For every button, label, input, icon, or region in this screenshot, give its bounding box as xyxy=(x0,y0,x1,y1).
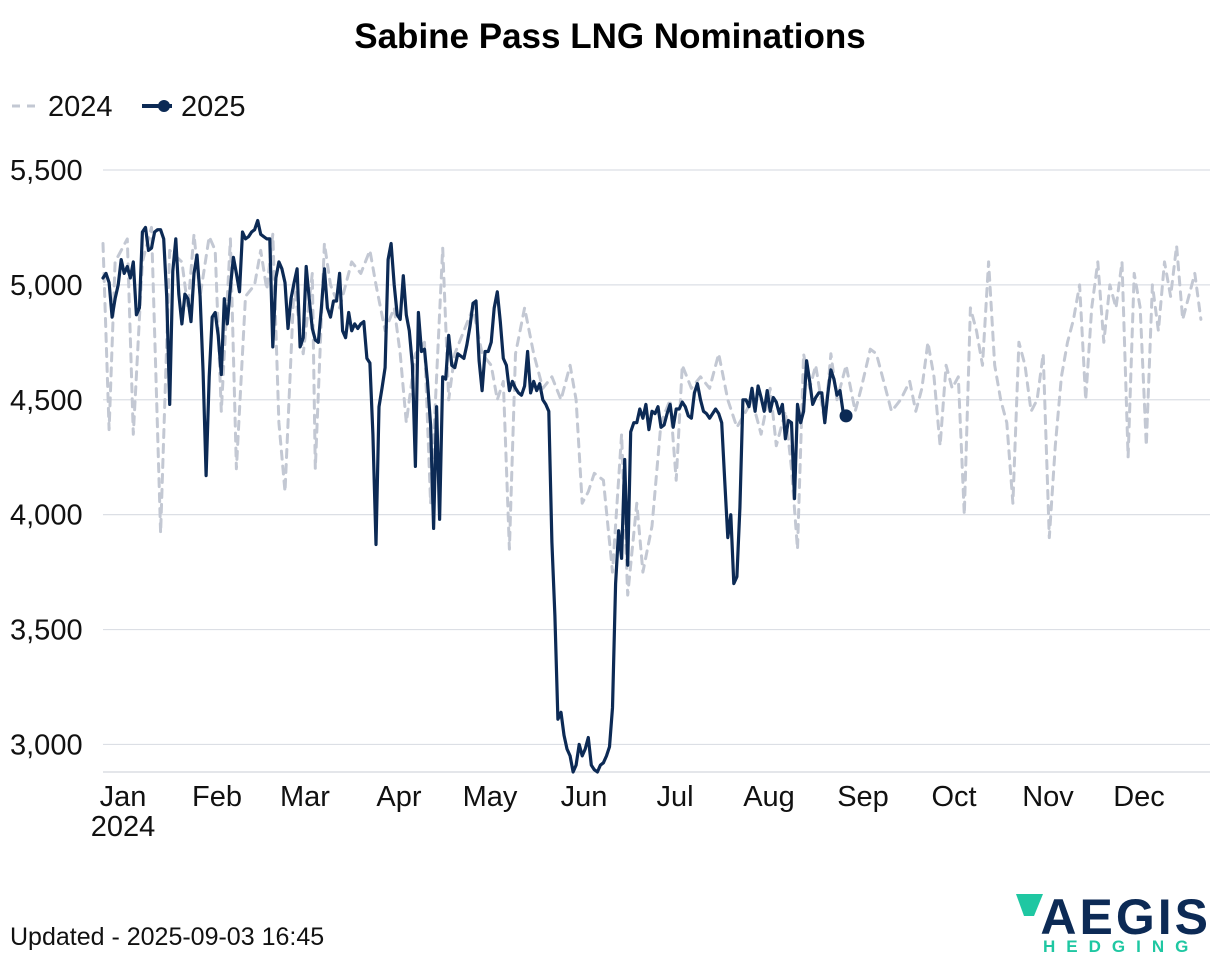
x-tick-label-nov: Nov xyxy=(1022,781,1074,813)
x-axis: Jan Feb Mar Apr May Jun Jul Aug Sep Oct Nov Dec xyxy=(100,771,1210,813)
legend-item-2025: 2025 xyxy=(142,91,246,123)
y-axis: 3,000 3,500 4,000 4,500 5,000 5,500 xyxy=(10,155,83,761)
plot-area xyxy=(101,218,1203,774)
logo-accent-mark xyxy=(1016,894,1043,916)
logo-subtitle: HEDGING xyxy=(1043,937,1199,956)
logo-wordmark: AEGIS xyxy=(1040,889,1211,945)
x-tick-label-jun: Jun xyxy=(561,781,608,813)
series-line-2024 xyxy=(101,225,1203,597)
y-tick-label-3000: 3,000 xyxy=(10,729,83,761)
x-tick-label-jul: Jul xyxy=(656,781,693,813)
updated-timestamp: Updated - 2025-09-03 16:45 xyxy=(10,923,324,951)
x-tick-label-feb: Feb xyxy=(192,781,242,813)
y-tick-label-3500: 3,500 xyxy=(10,615,83,647)
x-tick-label-jan: Jan xyxy=(100,781,147,813)
x-tick-label-apr: Apr xyxy=(376,781,421,813)
chart-title: Sabine Pass LNG Nominations xyxy=(354,17,866,56)
series-line-2025 xyxy=(101,218,848,774)
legend: 2024 2025 xyxy=(12,91,246,123)
y-tick-label-5500: 5,500 xyxy=(10,155,83,187)
legend-label-2024: 2024 xyxy=(48,91,113,123)
x-tick-label-mar: Mar xyxy=(280,781,330,813)
end-marker-2025 xyxy=(839,409,853,423)
legend-dot-2025 xyxy=(158,100,170,112)
y-tick-label-4500: 4,500 xyxy=(10,385,83,417)
x-tick-label-sep: Sep xyxy=(837,781,889,813)
y-tick-label-5000: 5,000 xyxy=(10,270,83,302)
legend-label-2025: 2025 xyxy=(181,91,246,123)
aegis-logo: AEGIS HEDGING xyxy=(1016,889,1211,956)
x-tick-label-may: May xyxy=(463,781,518,813)
x-axis-year-label: 2024 xyxy=(91,811,156,843)
gridlines xyxy=(103,169,1210,746)
x-tick-label-dec: Dec xyxy=(1113,781,1165,813)
x-tick-label-oct: Oct xyxy=(931,781,976,813)
x-tick-label-aug: Aug xyxy=(743,781,795,813)
y-tick-label-4000: 4,000 xyxy=(10,500,83,532)
legend-item-2024: 2024 xyxy=(12,91,113,123)
